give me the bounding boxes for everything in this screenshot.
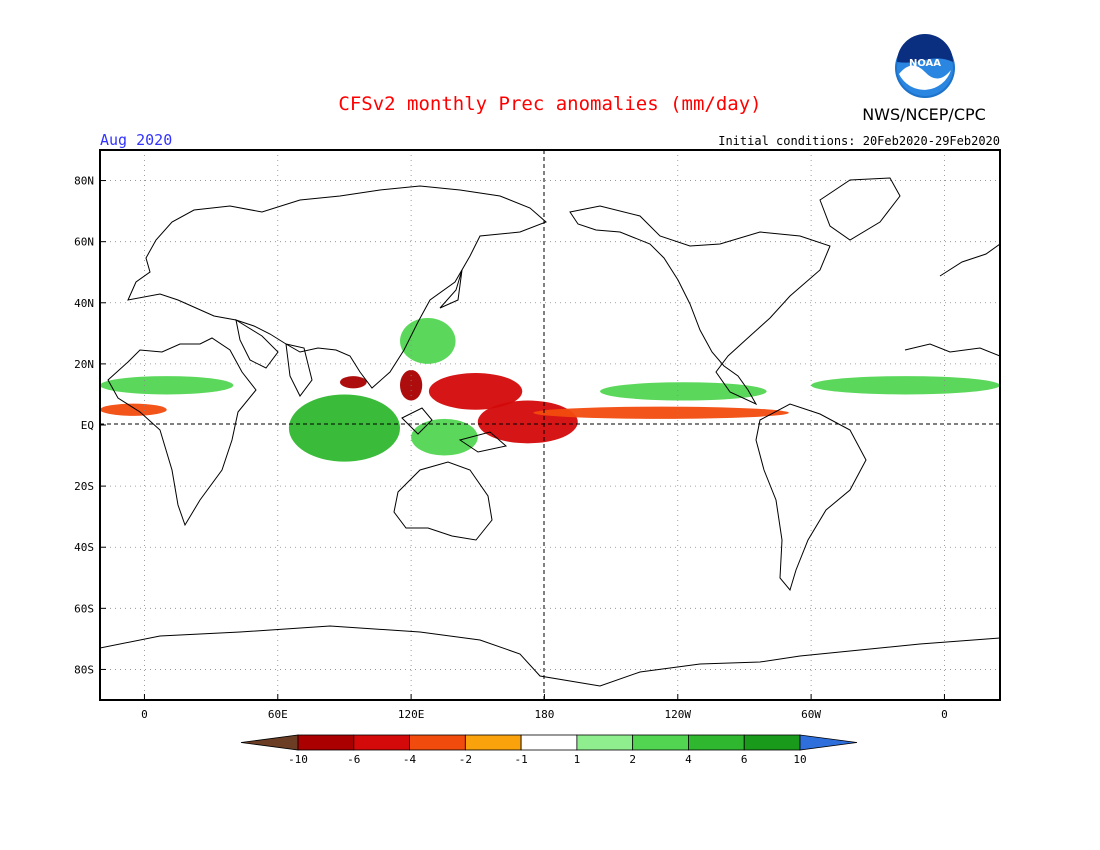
colorbar-segment (297, 734, 355, 751)
colorbar-left-arrow (240, 734, 299, 751)
colorbar-segment (688, 734, 745, 751)
lat-label: EQ (81, 419, 94, 432)
anomaly-bay-of-bengal-dry (340, 376, 367, 389)
lon-label: 120E (398, 708, 425, 721)
anomaly-west-atlantic-wet (811, 376, 1000, 395)
agency-label: NWS/NCEP/CPC (862, 105, 986, 124)
anomaly-equatorial-pacific-dry-band (533, 406, 789, 419)
lon-label: 0 (941, 708, 948, 721)
figure-title: CFSv2 monthly Prec anomalies (mm/day) (338, 93, 761, 115)
colorbar-segment (464, 734, 522, 751)
lat-label: 80N (74, 175, 94, 188)
anomaly-layer (100, 318, 1000, 462)
colorbar: -10 -6 -4 -2 -1 1 2 4 6 10 (240, 734, 858, 766)
colorbar-label: 2 (629, 753, 636, 766)
grid-layer (100, 150, 1000, 700)
colorbar-label: -4 (403, 753, 417, 766)
lat-label: 60N (74, 236, 94, 249)
colorbar-segment (353, 734, 410, 751)
lat-label: 20S (74, 480, 94, 493)
lat-label: 40S (74, 541, 94, 554)
anomaly-philippine-sea-dry (428, 373, 523, 410)
colorbar-label: 1 (574, 753, 581, 766)
anomaly-africa-sahel-wet (100, 376, 234, 395)
longitude-labels: 0 60E 120E 180 120W 60W 0 (141, 694, 948, 721)
map-area (100, 150, 1000, 700)
colorbar-segment (632, 734, 689, 751)
logo-text: NOAA (909, 58, 941, 69)
lat-label: 80S (74, 663, 94, 676)
lat-label: 20N (74, 358, 94, 371)
colorbar-label: 4 (685, 753, 692, 766)
colorbar-label: -10 (288, 753, 308, 766)
colorbar-label: 6 (741, 753, 748, 766)
colorbar-label: 10 (793, 753, 806, 766)
anomaly-indian-ocean-wet (288, 394, 401, 462)
month-label: Aug 2020 (100, 131, 172, 149)
colorbar-segment (576, 734, 634, 751)
noaa-logo-icon: NOAA (895, 34, 955, 98)
lon-label: 120W (665, 708, 692, 721)
lon-label: 60W (801, 708, 821, 721)
lon-label: 0 (141, 708, 148, 721)
anomaly-maritime-continent-wet (411, 418, 478, 456)
latitude-labels: 80N 60N 40N 20N EQ 20S 40S 60S 80S (74, 175, 106, 676)
lon-label: 180 (535, 708, 555, 721)
colorbar-segment (409, 734, 466, 751)
colorbar-segment (743, 734, 801, 751)
anomaly-east-pacific-wet (600, 382, 767, 401)
lat-label: 60S (74, 602, 94, 615)
colorbar-label: -1 (514, 753, 527, 766)
colorbar-label: -2 (459, 753, 472, 766)
coastlines (100, 177, 1000, 687)
anomaly-tropical-atlantic-dry (100, 403, 167, 416)
colorbar-segment (520, 734, 578, 751)
colorbar-label: -6 (347, 753, 360, 766)
initial-conditions: Initial conditions: 20Feb2020-29Feb2020 (718, 134, 1000, 148)
colorbar-right-arrow (799, 734, 858, 751)
lat-label: 40N (74, 297, 94, 310)
lon-label: 60E (268, 708, 288, 721)
